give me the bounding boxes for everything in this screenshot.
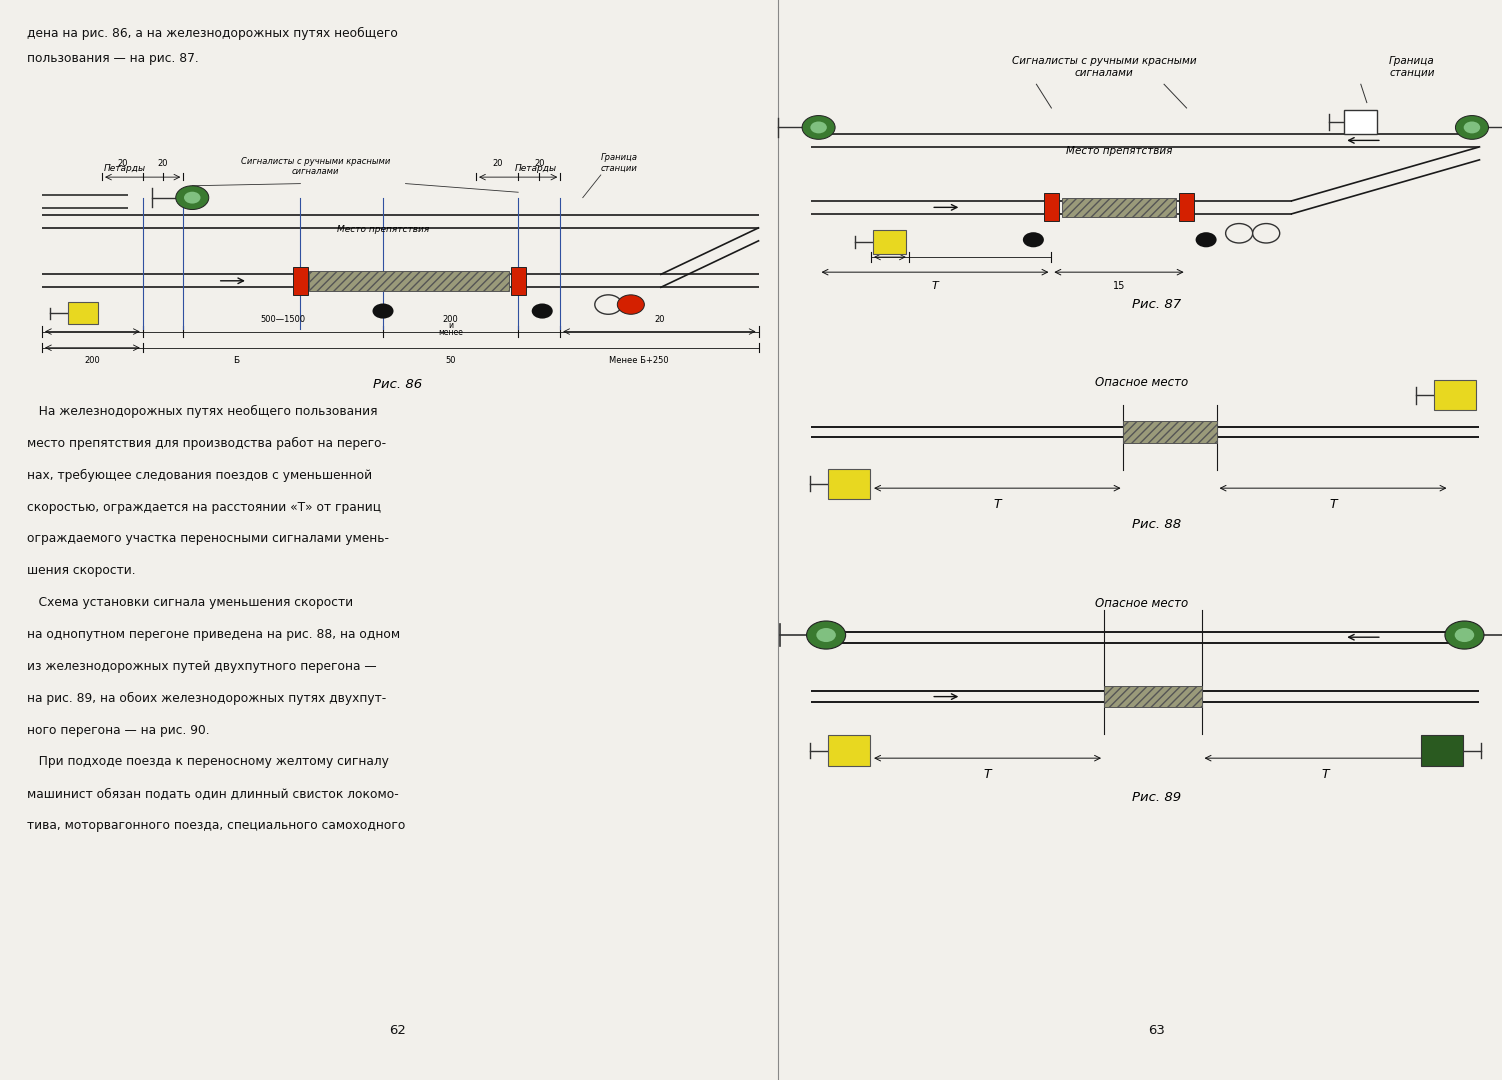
Text: Опасное место: Опасное место bbox=[1095, 597, 1188, 610]
Text: скоростью, ограждается на расстоянии «Т» от границ: скоростью, ограждается на расстоянии «Т»… bbox=[27, 501, 382, 514]
Bar bbox=[1179, 193, 1194, 221]
Text: Рис. 86: Рис. 86 bbox=[374, 378, 422, 391]
Text: При подходе поезда к переносному желтому сигналу: При подходе поезда к переносному желтому… bbox=[27, 756, 389, 769]
Bar bbox=[68, 302, 98, 324]
Text: Т: Т bbox=[1322, 768, 1329, 781]
Text: 200: 200 bbox=[443, 315, 458, 324]
Text: Схема установки сигнала уменьшения скорости: Схема установки сигнала уменьшения скоро… bbox=[27, 596, 353, 609]
Bar bbox=[828, 735, 870, 766]
Text: Место препятствия: Место препятствия bbox=[336, 225, 430, 233]
Bar bbox=[1104, 686, 1202, 707]
Text: 15: 15 bbox=[1113, 281, 1125, 291]
Text: Т: Т bbox=[984, 768, 991, 781]
Text: 20: 20 bbox=[493, 160, 502, 168]
Circle shape bbox=[372, 303, 394, 319]
Circle shape bbox=[185, 191, 201, 203]
Text: ного перегона — на рис. 90.: ного перегона — на рис. 90. bbox=[27, 724, 210, 737]
Text: 20: 20 bbox=[87, 315, 98, 324]
Text: Граница
станции: Граница станции bbox=[1389, 56, 1434, 78]
Text: Рис. 89: Рис. 89 bbox=[1133, 791, 1181, 804]
Text: 200: 200 bbox=[84, 356, 101, 365]
Text: Опасное место: Опасное место bbox=[1095, 376, 1188, 389]
Text: Место препятствия: Место препятствия bbox=[1066, 146, 1172, 156]
Text: 20: 20 bbox=[117, 160, 128, 168]
Text: менее: менее bbox=[439, 328, 463, 337]
Text: 500—1500: 500—1500 bbox=[260, 315, 306, 324]
Circle shape bbox=[1023, 232, 1044, 247]
Text: Т: Т bbox=[931, 281, 939, 291]
Text: Т: Т bbox=[1329, 498, 1337, 511]
Bar bbox=[1044, 193, 1059, 221]
Text: Сигналисты с ручными красными
сигналами: Сигналисты с ручными красными сигналами bbox=[1012, 56, 1196, 78]
Text: Б: Б bbox=[233, 356, 239, 365]
Circle shape bbox=[176, 186, 209, 210]
Bar bbox=[1123, 421, 1217, 443]
Bar bbox=[1062, 198, 1176, 217]
Circle shape bbox=[811, 121, 826, 134]
Text: тива, моторвагонного поезда, специального самоходного: тива, моторвагонного поезда, специальног… bbox=[27, 819, 406, 833]
Circle shape bbox=[1196, 232, 1217, 247]
Text: дена на рис. 86, а на железнодорожных путях необщего: дена на рис. 86, а на железнодорожных пу… bbox=[27, 27, 398, 40]
Bar bbox=[293, 267, 308, 295]
Text: на рис. 89, на обоих железнодорожных путях двухпут-: на рис. 89, на обоих железнодорожных пут… bbox=[27, 691, 386, 705]
Text: 62: 62 bbox=[389, 1024, 407, 1037]
Text: шения скорости.: шения скорости. bbox=[27, 564, 135, 578]
Bar bbox=[873, 230, 906, 254]
Text: нах, требующее следования поездов с уменьшенной: нах, требующее следования поездов с умен… bbox=[27, 469, 372, 482]
Text: из железнодорожных путей двухпутного перегона —: из железнодорожных путей двухпутного пер… bbox=[27, 660, 377, 673]
Circle shape bbox=[1253, 224, 1280, 243]
Text: Граница
станции: Граница станции bbox=[601, 153, 638, 173]
Text: и: и bbox=[448, 322, 454, 330]
Text: 20: 20 bbox=[885, 241, 897, 249]
Text: 20: 20 bbox=[535, 160, 544, 168]
Bar bbox=[1434, 380, 1476, 410]
Bar bbox=[1344, 110, 1377, 134]
Bar bbox=[511, 267, 526, 295]
Text: Т: Т bbox=[993, 498, 1002, 511]
Circle shape bbox=[1464, 121, 1481, 134]
Text: Петарды: Петарды bbox=[104, 164, 146, 173]
Text: ограждаемого участка переносными сигналами умень-: ограждаемого участка переносными сигнала… bbox=[27, 532, 389, 545]
Text: Менее Б+250: Менее Б+250 bbox=[608, 356, 668, 365]
Text: 20: 20 bbox=[158, 160, 168, 168]
Bar bbox=[828, 469, 870, 499]
Circle shape bbox=[595, 295, 622, 314]
Text: пользования — на рис. 87.: пользования — на рис. 87. bbox=[27, 52, 198, 65]
Text: на однопутном перегоне приведена на рис. 88, на одном: на однопутном перегоне приведена на рис.… bbox=[27, 629, 400, 642]
Circle shape bbox=[817, 627, 837, 642]
Bar bbox=[309, 271, 509, 291]
Text: 63: 63 bbox=[1148, 1024, 1166, 1037]
Circle shape bbox=[807, 621, 846, 649]
Text: 20: 20 bbox=[655, 315, 664, 324]
Bar bbox=[1421, 735, 1463, 766]
Text: Рис. 87: Рис. 87 bbox=[1133, 298, 1181, 311]
Circle shape bbox=[1455, 116, 1488, 139]
Text: 50: 50 bbox=[446, 356, 455, 365]
Text: Петарды: Петарды bbox=[515, 164, 557, 173]
Text: Сигналисты с ручными красными
сигналами: Сигналисты с ручными красными сигналами bbox=[240, 157, 391, 176]
Circle shape bbox=[802, 116, 835, 139]
Circle shape bbox=[617, 295, 644, 314]
Circle shape bbox=[1445, 621, 1484, 649]
Circle shape bbox=[1226, 224, 1253, 243]
Text: На железнодорожных путях необщего пользования: На железнодорожных путях необщего пользо… bbox=[27, 405, 377, 418]
Text: машинист обязан подать один длинный свисток локомо-: машинист обязан подать один длинный свис… bbox=[27, 787, 400, 800]
Text: Рис. 88: Рис. 88 bbox=[1133, 518, 1181, 531]
Circle shape bbox=[532, 303, 553, 319]
Circle shape bbox=[1455, 627, 1475, 642]
Text: место препятствия для производства работ на перего-: место препятствия для производства работ… bbox=[27, 436, 386, 450]
